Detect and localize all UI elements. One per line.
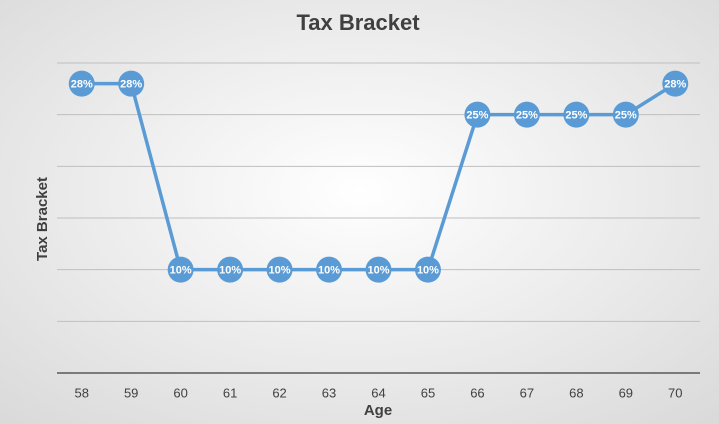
data-label: 10%: [219, 265, 241, 277]
x-axis-label: Age: [364, 402, 392, 419]
data-point: [662, 70, 689, 97]
data-point: [118, 70, 145, 97]
data-point: [68, 70, 95, 97]
data-label: 28%: [71, 79, 93, 91]
x-tick-label: 64: [371, 385, 385, 400]
data-label: 25%: [516, 110, 538, 122]
x-tick-label: 67: [520, 385, 534, 400]
x-tick-label: 66: [470, 385, 484, 400]
x-tick-label: 60: [173, 385, 187, 400]
data-point: [217, 256, 244, 283]
data-label: 10%: [367, 265, 389, 277]
data-label: 28%: [664, 79, 686, 91]
x-tick-label: 69: [619, 385, 633, 400]
x-tick-label: 63: [322, 385, 336, 400]
data-label: 25%: [466, 110, 488, 122]
data-label: 10%: [269, 265, 291, 277]
x-tick-label: 62: [272, 385, 286, 400]
x-tick-label: 68: [569, 385, 583, 400]
data-point: [316, 256, 343, 283]
data-point: [513, 101, 540, 128]
data-point: [167, 256, 194, 283]
data-point: [612, 101, 639, 128]
data-label: 25%: [615, 110, 637, 122]
data-label: 25%: [565, 110, 587, 122]
x-tick-label: 65: [421, 385, 435, 400]
data-point: [266, 256, 293, 283]
data-label: 10%: [318, 265, 340, 277]
data-point: [365, 256, 392, 283]
x-tick-label: 70: [668, 385, 682, 400]
data-point: [563, 101, 590, 128]
data-point: [464, 101, 491, 128]
x-tick-label: 61: [223, 385, 237, 400]
data-label: 10%: [417, 265, 439, 277]
data-point: [414, 256, 441, 283]
y-axis-label: Tax Bracket: [34, 177, 51, 261]
data-label: 28%: [120, 79, 142, 91]
chart-title: Tax Bracket: [296, 10, 420, 35]
data-label: 10%: [170, 265, 192, 277]
x-tick-label: 58: [74, 385, 88, 400]
x-tick-label: 59: [124, 385, 138, 400]
